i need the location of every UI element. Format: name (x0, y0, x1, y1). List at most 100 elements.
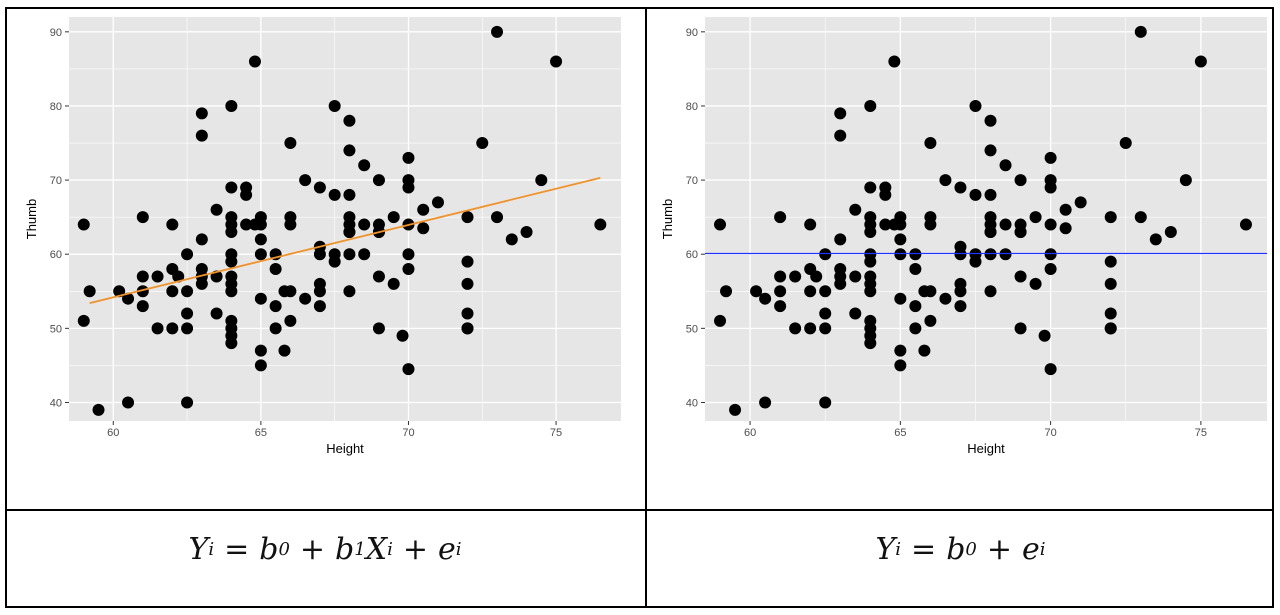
data-point (1179, 174, 1192, 187)
data-point (166, 285, 179, 298)
data-point (984, 225, 997, 238)
data-point (774, 285, 787, 298)
data-point (720, 285, 733, 298)
data-point (461, 322, 474, 335)
data-point (83, 285, 96, 298)
data-point (402, 181, 415, 194)
data-point (1044, 218, 1057, 231)
data-point (879, 218, 892, 231)
data-point (924, 285, 937, 298)
data-point (181, 396, 194, 409)
data-point (924, 137, 937, 150)
data-point (819, 307, 832, 320)
data-point (750, 285, 763, 298)
data-point (240, 218, 253, 231)
left-scatter-plot: 60 65 70 75 40 50 60 70 80 90 Height Thumb (24, 17, 621, 456)
data-point (804, 322, 817, 335)
data-point (789, 270, 802, 283)
data-point (254, 233, 267, 246)
data-point (284, 218, 297, 231)
data-point (299, 292, 312, 305)
data-point (834, 233, 847, 246)
data-point (313, 300, 326, 313)
data-point (225, 285, 238, 298)
data-point (1044, 363, 1057, 376)
data-point (225, 225, 238, 238)
data-point (358, 248, 371, 261)
x-tick-label: 75 (550, 427, 562, 439)
data-point (1149, 233, 1162, 246)
data-point (195, 233, 208, 246)
data-point (849, 270, 862, 283)
data-point (136, 285, 149, 298)
data-point (894, 292, 907, 305)
data-point (181, 285, 194, 298)
data-point (396, 329, 409, 342)
data-point (254, 344, 267, 357)
data-point (210, 307, 223, 320)
y-tick-label: 50 (50, 323, 62, 335)
data-point (714, 314, 727, 327)
x-axis-label: Height (326, 441, 364, 456)
data-point (849, 203, 862, 216)
data-point (269, 263, 282, 276)
row-divider (7, 509, 1272, 511)
data-point (984, 114, 997, 127)
data-point (284, 137, 297, 150)
y-tick-label: 70 (50, 175, 62, 187)
data-point (1239, 218, 1252, 231)
data-point (195, 277, 208, 290)
data-point (313, 181, 326, 194)
data-point (136, 270, 149, 283)
y-tick-label: 40 (50, 397, 62, 409)
data-point (1134, 25, 1147, 38)
data-point (594, 218, 607, 231)
data-point (834, 277, 847, 290)
data-point (864, 99, 877, 112)
data-point (1074, 196, 1087, 209)
x-tick-label: 70 (402, 427, 414, 439)
data-point (1104, 211, 1117, 224)
data-point (774, 300, 787, 313)
data-point (181, 248, 194, 261)
data-point (1104, 322, 1117, 335)
data-point (372, 174, 385, 187)
data-point (909, 300, 922, 313)
data-point (284, 285, 297, 298)
data-point (372, 270, 385, 283)
data-point (313, 248, 326, 261)
data-point (999, 159, 1012, 172)
data-point (714, 218, 727, 231)
data-point (166, 322, 179, 335)
data-point (918, 344, 931, 357)
data-point (122, 292, 135, 305)
data-point (417, 222, 430, 235)
data-point (984, 188, 997, 201)
data-point (849, 307, 862, 320)
data-point (92, 403, 105, 416)
data-point (535, 174, 548, 187)
y-tick-label: 90 (50, 27, 62, 39)
data-point (939, 292, 952, 305)
data-point (909, 248, 922, 261)
data-point (1104, 307, 1117, 320)
data-point (924, 218, 937, 231)
data-point (461, 255, 474, 268)
data-point (240, 188, 253, 201)
data-point (834, 129, 847, 142)
data-point (491, 25, 504, 38)
data-point (894, 248, 907, 261)
data-point (819, 285, 832, 298)
x-tick-label: 65 (255, 427, 267, 439)
data-point (248, 55, 261, 68)
data-point (1044, 263, 1057, 276)
data-point (834, 107, 847, 120)
data-point (461, 211, 474, 224)
x-axis-label: Height (967, 441, 1005, 456)
data-point (254, 292, 267, 305)
data-point (819, 248, 832, 261)
data-point (864, 181, 877, 194)
data-point (358, 218, 371, 231)
data-point (372, 322, 385, 335)
data-point (810, 270, 823, 283)
